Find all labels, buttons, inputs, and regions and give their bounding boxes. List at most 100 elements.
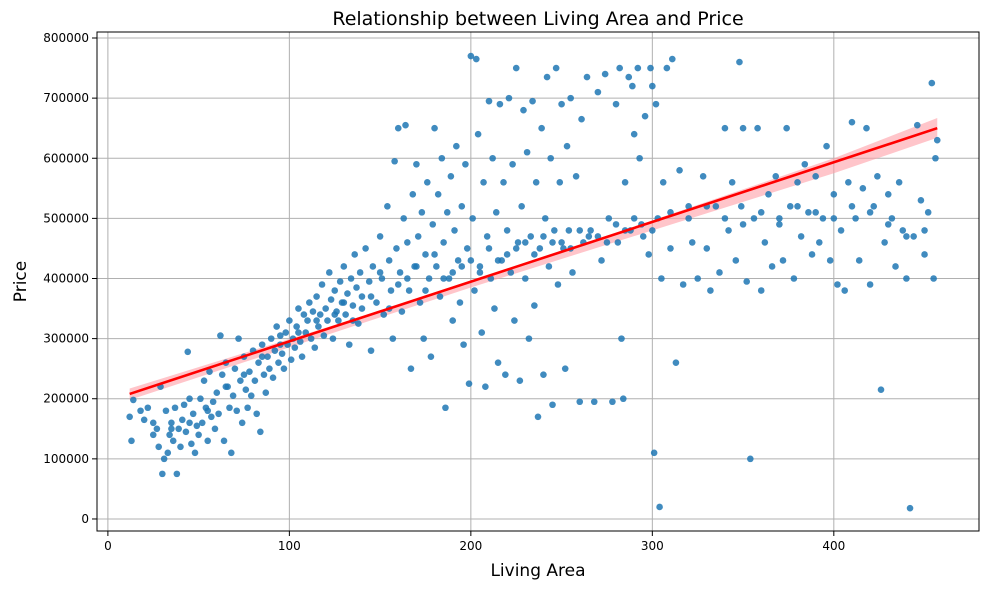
scatter-point [558, 101, 565, 108]
scatter-point [540, 233, 547, 240]
scatter-point [226, 404, 233, 411]
scatter-point [174, 471, 181, 478]
scatter-point [595, 89, 602, 96]
scatter-point [384, 203, 391, 210]
scatter-point [458, 263, 465, 270]
scatter-point [391, 158, 398, 165]
scatter-point [440, 239, 447, 246]
scatter-point [390, 335, 397, 342]
scatter-point [288, 356, 295, 363]
scatter-point [482, 383, 489, 390]
scatter-point [772, 173, 779, 180]
scatter-point [925, 209, 932, 216]
scatter-point [613, 221, 620, 228]
scatter-point [569, 269, 576, 276]
scatter-point [544, 74, 551, 81]
scatter-point [233, 407, 240, 414]
scatter-point [885, 191, 892, 198]
scatter-point [444, 209, 451, 216]
scatter-point [780, 257, 787, 264]
scatter-point [145, 404, 152, 411]
scatter-point [313, 293, 320, 300]
scatter-point [502, 371, 509, 378]
scatter-point [827, 257, 834, 264]
scatter-point [279, 350, 286, 357]
scatter-point [870, 203, 877, 210]
scatter-point [204, 407, 211, 414]
scatter-point [159, 471, 166, 478]
scatter-point [493, 209, 500, 216]
scatter-point [261, 371, 268, 378]
scatter-point [549, 239, 556, 246]
scatter-point [190, 410, 197, 417]
scatter-point [154, 425, 161, 432]
scatter-point [248, 392, 255, 399]
scatter-point [286, 317, 293, 324]
scatter-point [549, 401, 556, 408]
scatter-point [306, 299, 313, 306]
scatter-point [188, 441, 195, 448]
scatter-point [422, 251, 429, 258]
scatter-point [428, 353, 435, 360]
scatter-point [230, 392, 237, 399]
scatter-point [342, 311, 349, 318]
scatter-point [486, 98, 493, 105]
scatter-point [429, 221, 436, 228]
scatter-point [402, 122, 409, 129]
scatter-point [141, 416, 148, 423]
scatter-point [244, 404, 251, 411]
scatter-point [337, 278, 344, 285]
y-tick-label: 800000 [43, 31, 89, 45]
scatter-point [253, 410, 260, 417]
scatter-point [918, 197, 925, 204]
scatter-point [168, 425, 175, 432]
scatter-point [776, 215, 783, 222]
scatter-point [186, 419, 193, 426]
scatter-point [204, 438, 211, 445]
scatter-point [736, 59, 743, 66]
scatter-point [168, 419, 175, 426]
scatter-point [373, 299, 380, 306]
scatter-point [186, 395, 193, 402]
scatter-point [805, 209, 812, 216]
scatter-point [241, 371, 248, 378]
scatter-point [787, 203, 794, 210]
scatter-point [268, 335, 275, 342]
scatter-point [366, 278, 373, 285]
scatter-point [235, 335, 242, 342]
scatter-point [282, 329, 289, 336]
scatter-point [213, 389, 220, 396]
scatter-point [331, 311, 338, 318]
scatter-point [377, 233, 384, 240]
x-tick-label: 200 [459, 539, 482, 553]
scatter-point [616, 65, 623, 72]
scatter-point [640, 233, 647, 240]
scatter-point [660, 179, 667, 186]
scatter-point [183, 429, 190, 436]
scatter-point [328, 296, 335, 303]
scatter-point [350, 302, 357, 309]
scatter-point [831, 191, 838, 198]
scatter-point [535, 413, 542, 420]
scatter-point [794, 179, 801, 186]
scatter-point [321, 332, 328, 339]
scatter-point [270, 374, 277, 381]
scatter-point [598, 257, 605, 264]
scatter-point [625, 74, 632, 81]
scatter-point [867, 209, 874, 216]
scatter-point [341, 263, 348, 270]
scatter-point [540, 371, 547, 378]
scatter-point [820, 215, 827, 222]
x-tick-label: 400 [822, 539, 845, 553]
scatter-point [426, 275, 433, 282]
scatter-point [397, 269, 404, 276]
scatter-point [658, 275, 665, 282]
scatter-point [495, 257, 502, 264]
scatter-point [299, 353, 306, 360]
scatter-point [478, 329, 485, 336]
scatter-point [455, 257, 462, 264]
scatter-point [243, 386, 250, 393]
scatter-point [175, 425, 182, 432]
scatter-point [921, 251, 928, 258]
scatter-point [439, 155, 446, 162]
